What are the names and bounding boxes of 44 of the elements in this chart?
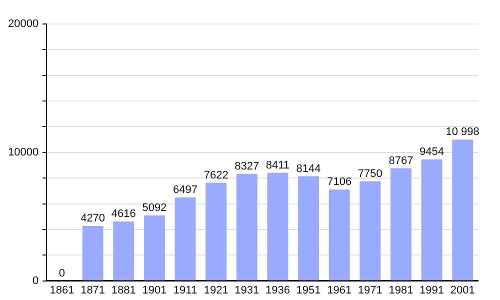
data-label: 0 [58,267,66,280]
data-label: 8767 [388,154,414,167]
x-tick-label: 1931 [234,284,260,296]
data-label: 5092 [142,202,167,214]
data-label: 7622 [204,169,228,182]
x-tick-label: 1911 [173,284,198,296]
data-label: 10 998 [446,126,480,138]
data-label: 8411 [266,159,290,172]
bar [452,140,474,280]
x-tick-label: 1871 [80,284,106,296]
x-tick-label: 1991 [420,284,444,296]
x-tick-label: 1881 [111,284,136,296]
x-tick-label: 1971 [358,284,382,296]
x-tick-label: 1981 [388,284,414,296]
data-label: 8327 [234,160,260,172]
bar [174,197,196,280]
y-tick-label: 0 [32,274,39,287]
bar [360,181,381,280]
x-tick-label: 1936 [265,284,290,296]
data-label: 9454 [420,146,444,158]
bar [328,190,350,280]
x-tick-label: 1951 [296,284,321,296]
bar [206,182,227,280]
bar [298,176,319,280]
bar [267,172,288,280]
bar [421,159,442,280]
data-label: 7106 [327,176,352,188]
data-label: 7750 [358,168,382,180]
x-tick-label: 2001 [450,284,475,296]
x-tick-label: 1961 [327,284,352,296]
data-label: 8144 [296,162,321,175]
bar [144,215,165,280]
data-label: 4616 [111,208,136,220]
y-tick-label: 20000 [8,18,39,30]
bar [236,174,258,280]
x-tick-label: 1861 [50,284,74,296]
bar [113,222,134,280]
x-tick-label: 1901 [142,284,167,296]
data-label: 4270 [80,212,106,225]
data-label: 6497 [173,184,198,196]
bar [82,226,104,280]
bar [390,168,412,280]
x-tick-label: 1921 [204,284,228,296]
y-tick-label: 10000 [8,146,39,158]
